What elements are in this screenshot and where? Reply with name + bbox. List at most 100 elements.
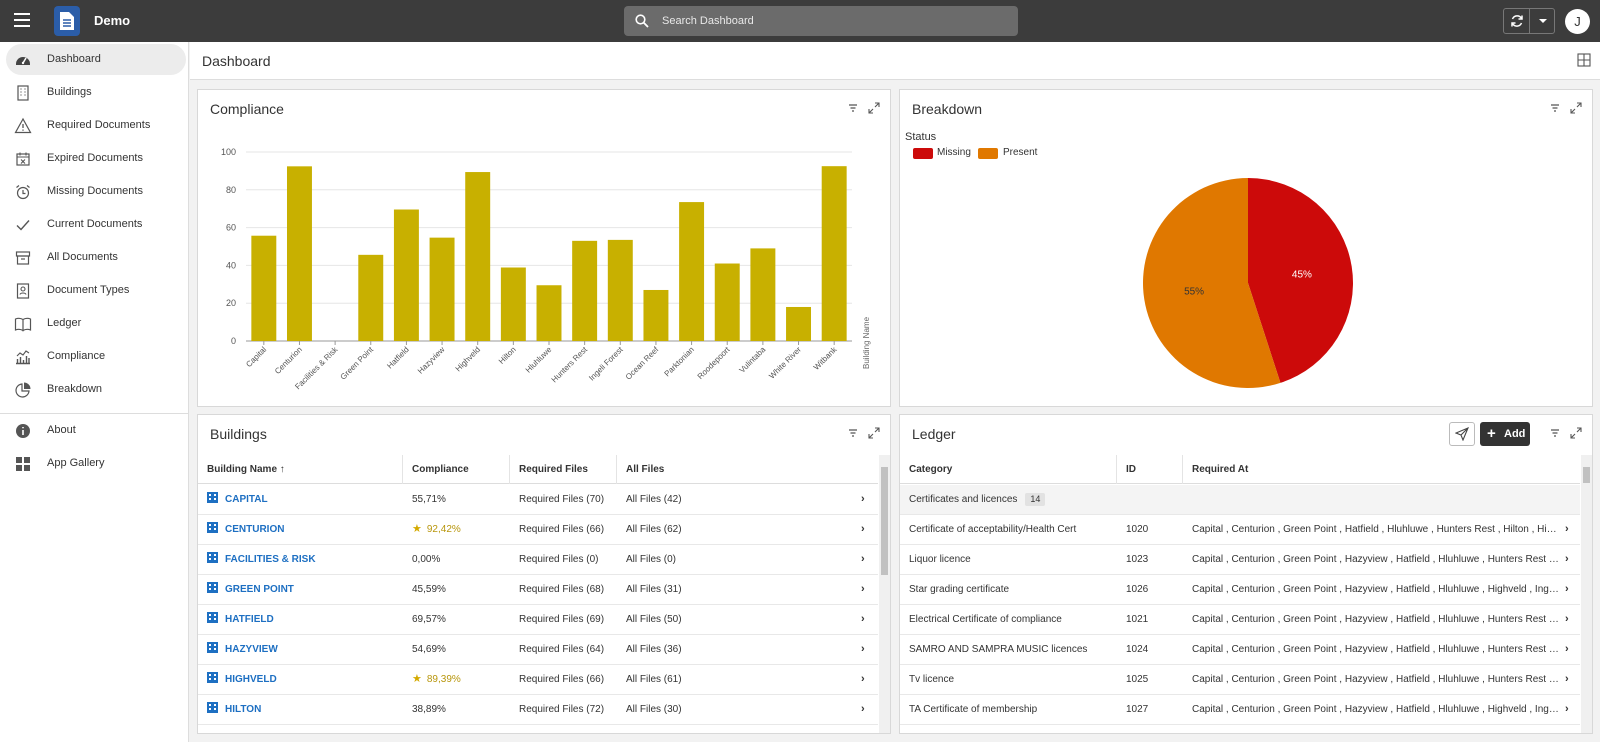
expand-icon[interactable] (868, 427, 880, 439)
chevron-right-icon[interactable]: › (861, 613, 865, 625)
sync-options-dropdown[interactable] (1530, 9, 1555, 33)
legend-label-missing[interactable]: Missing (937, 147, 971, 158)
sidebar-item-dashboard[interactable]: Dashboard (6, 44, 186, 75)
send-button[interactable] (1449, 422, 1475, 446)
chevron-right-icon[interactable]: › (861, 703, 865, 715)
scroll-thumb[interactable] (881, 467, 888, 575)
chevron-right-icon[interactable]: › (1565, 643, 1569, 655)
column-header-required-files[interactable]: Required Files (510, 455, 617, 484)
all-files-link[interactable]: All Files (50) (626, 614, 682, 625)
expand-icon[interactable] (1570, 102, 1582, 114)
avatar[interactable]: J (1565, 9, 1590, 34)
table-row[interactable]: Certificate of acceptability/Health Cert… (900, 515, 1580, 545)
table-row[interactable]: GREEN POINT 45,59% Required Files (68) All … (198, 575, 878, 605)
sidebar-item-missing-documents[interactable]: Missing Documents (6, 176, 186, 207)
required-files-link[interactable]: Required Files (70) (519, 494, 605, 505)
all-files-link[interactable]: All Files (30) (626, 704, 682, 715)
required-files-link[interactable]: Required Files (69) (519, 614, 605, 625)
pie-slice-present[interactable] (1143, 178, 1281, 388)
sidebar-item-all-documents[interactable]: All Documents (6, 242, 186, 273)
sidebar-item-about[interactable]: About (6, 415, 186, 446)
all-files-link[interactable]: All Files (61) (626, 674, 682, 685)
sidebar-item-app-gallery[interactable]: App Gallery (6, 448, 186, 479)
expand-icon[interactable] (868, 102, 880, 114)
table-row[interactable]: HATFIELD 69,57% Required Files (69) All Fil… (198, 605, 878, 635)
sidebar-item-ledger[interactable]: Ledger (6, 308, 186, 339)
table-row[interactable]: Liquor licence 1023 Capital , Centurion , … (900, 545, 1580, 575)
add-button[interactable]: + Add (1480, 422, 1530, 446)
table-row[interactable]: Star grading certificate 1026 Capital , Ce… (900, 575, 1580, 605)
legend-label-present[interactable]: Present (1003, 147, 1038, 158)
sidebar-item-document-types[interactable]: Document Types (6, 275, 186, 306)
chevron-right-icon[interactable]: › (1565, 613, 1569, 625)
column-header-building-name[interactable]: Building Name ↑ (198, 455, 403, 484)
all-files-link[interactable]: All Files (42) (626, 494, 682, 505)
ledger-scrollbar[interactable] (1581, 455, 1592, 733)
required-files-link[interactable]: Required Files (68) (519, 584, 605, 595)
table-row[interactable]: CENTURION ★ 92,42% Required Files (66) All F… (198, 515, 878, 545)
all-files-link[interactable]: All Files (36) (626, 644, 682, 655)
filter-icon[interactable] (1549, 427, 1561, 439)
sidebar-item-breakdown[interactable]: Breakdown (6, 374, 186, 405)
layout-grid-icon[interactable] (1577, 53, 1591, 67)
table-row[interactable]: FACILITIES & RISK 0,00% Required Files (0)… (198, 545, 878, 575)
sidebar-item-current-documents[interactable]: Current Documents (6, 209, 186, 240)
chevron-right-icon[interactable]: › (861, 673, 865, 685)
column-header-id[interactable]: ID (1117, 455, 1183, 484)
table-row[interactable]: HAZYVIEW 54,69% Required Files (64) All Fil… (198, 635, 878, 665)
sidebar-item-buildings[interactable]: Buildings (6, 77, 186, 108)
table-row[interactable]: Tv licence 1025 Capital , Centurion , Gree… (900, 665, 1580, 695)
sidebar-item-required-documents[interactable]: Required Documents (6, 110, 186, 141)
building-name-link[interactable]: HATFIELD (198, 605, 403, 634)
sidebar-item-expired-documents[interactable]: Expired Documents (6, 143, 186, 174)
table-row[interactable]: HIGHVELD ★ 89,39% Required Files (66) All Fi… (198, 665, 878, 695)
all-files-link[interactable]: All Files (0) (626, 554, 677, 565)
filter-icon[interactable] (847, 427, 859, 439)
building-name-link[interactable]: HILTON (198, 695, 403, 724)
search-box[interactable] (624, 6, 1018, 36)
building-name-link[interactable]: FACILITIES & RISK (198, 545, 403, 574)
scroll-thumb[interactable] (1583, 467, 1590, 483)
chevron-right-icon[interactable]: › (1565, 673, 1569, 685)
chevron-right-icon[interactable]: › (1565, 583, 1569, 595)
table-row[interactable]: HILTON 38,89% Required Files (72) All Files… (198, 695, 878, 725)
chevron-right-icon[interactable]: › (861, 553, 865, 565)
group-row[interactable]: Certificates and licences 14 (900, 485, 1580, 515)
column-header-required-at[interactable]: Required At (1192, 464, 1249, 475)
expand-icon[interactable] (1570, 427, 1582, 439)
chevron-right-icon[interactable]: › (861, 523, 865, 535)
sync-button[interactable] (1504, 9, 1530, 33)
menu-icon[interactable] (14, 13, 30, 27)
chevron-right-icon[interactable]: › (861, 583, 865, 595)
buildings-scrollbar[interactable] (879, 455, 890, 733)
column-header-all-files[interactable]: All Files (626, 464, 665, 475)
chevron-right-icon[interactable]: › (861, 643, 865, 655)
table-row[interactable]: TA Certificate of membership 1027 Capital … (900, 695, 1580, 725)
building-name-link[interactable]: CAPITAL (198, 485, 403, 514)
sidebar-item-compliance[interactable]: Compliance (6, 341, 186, 372)
all-files-link[interactable]: All Files (31) (626, 584, 682, 595)
table-row[interactable]: CAPITAL 55,71% Required Files (70) All File… (198, 485, 878, 515)
chevron-right-icon[interactable]: › (1565, 703, 1569, 715)
search-input[interactable] (662, 12, 1002, 30)
building-name-link[interactable]: CENTURION (198, 515, 403, 544)
pie-slice-missing[interactable] (1248, 178, 1353, 383)
building-name-link[interactable]: GREEN POINT (198, 575, 403, 604)
filter-icon[interactable] (1549, 102, 1561, 114)
chevron-right-icon[interactable]: › (1565, 553, 1569, 565)
all-files-link[interactable]: All Files (62) (626, 524, 682, 535)
required-files-link[interactable]: Required Files (72) (519, 704, 605, 715)
required-files-link[interactable]: Required Files (66) (519, 674, 605, 685)
chevron-right-icon[interactable]: › (1565, 523, 1569, 535)
table-row[interactable]: SAMRO AND SAMPRA MUSIC licences 1024 Capit… (900, 635, 1580, 665)
building-name-link[interactable]: HAZYVIEW (198, 635, 403, 664)
building-name-link[interactable]: HIGHVELD (198, 665, 403, 694)
table-row[interactable]: Electrical Certificate of compliance 1021… (900, 605, 1580, 635)
column-header-category[interactable]: Category (900, 455, 1117, 484)
filter-icon[interactable] (847, 102, 859, 114)
required-files-link[interactable]: Required Files (66) (519, 524, 605, 535)
column-header-compliance[interactable]: Compliance (403, 455, 510, 484)
required-files-link[interactable]: Required Files (0) (519, 554, 599, 565)
chevron-right-icon[interactable]: › (861, 493, 865, 505)
required-files-link[interactable]: Required Files (64) (519, 644, 605, 655)
